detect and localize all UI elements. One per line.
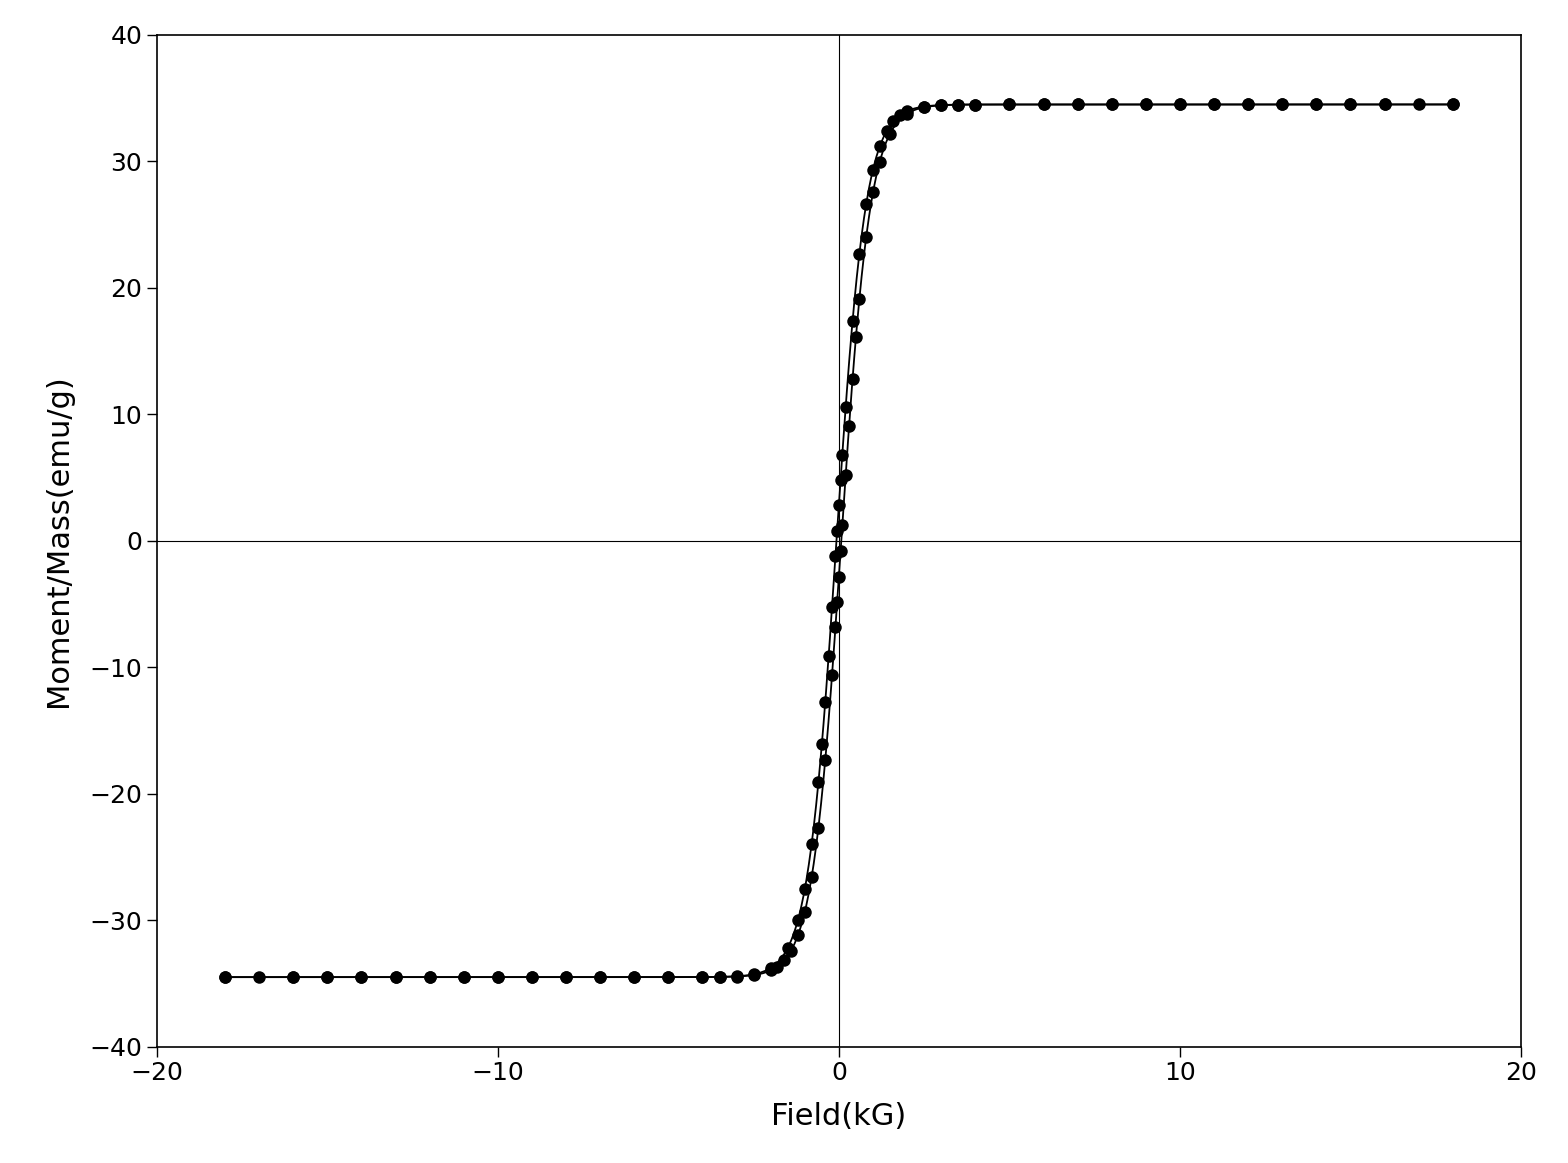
Y-axis label: Moment/Mass(emu/g): Moment/Mass(emu/g) — [44, 374, 72, 707]
X-axis label: Field(kG): Field(kG) — [771, 1103, 906, 1130]
